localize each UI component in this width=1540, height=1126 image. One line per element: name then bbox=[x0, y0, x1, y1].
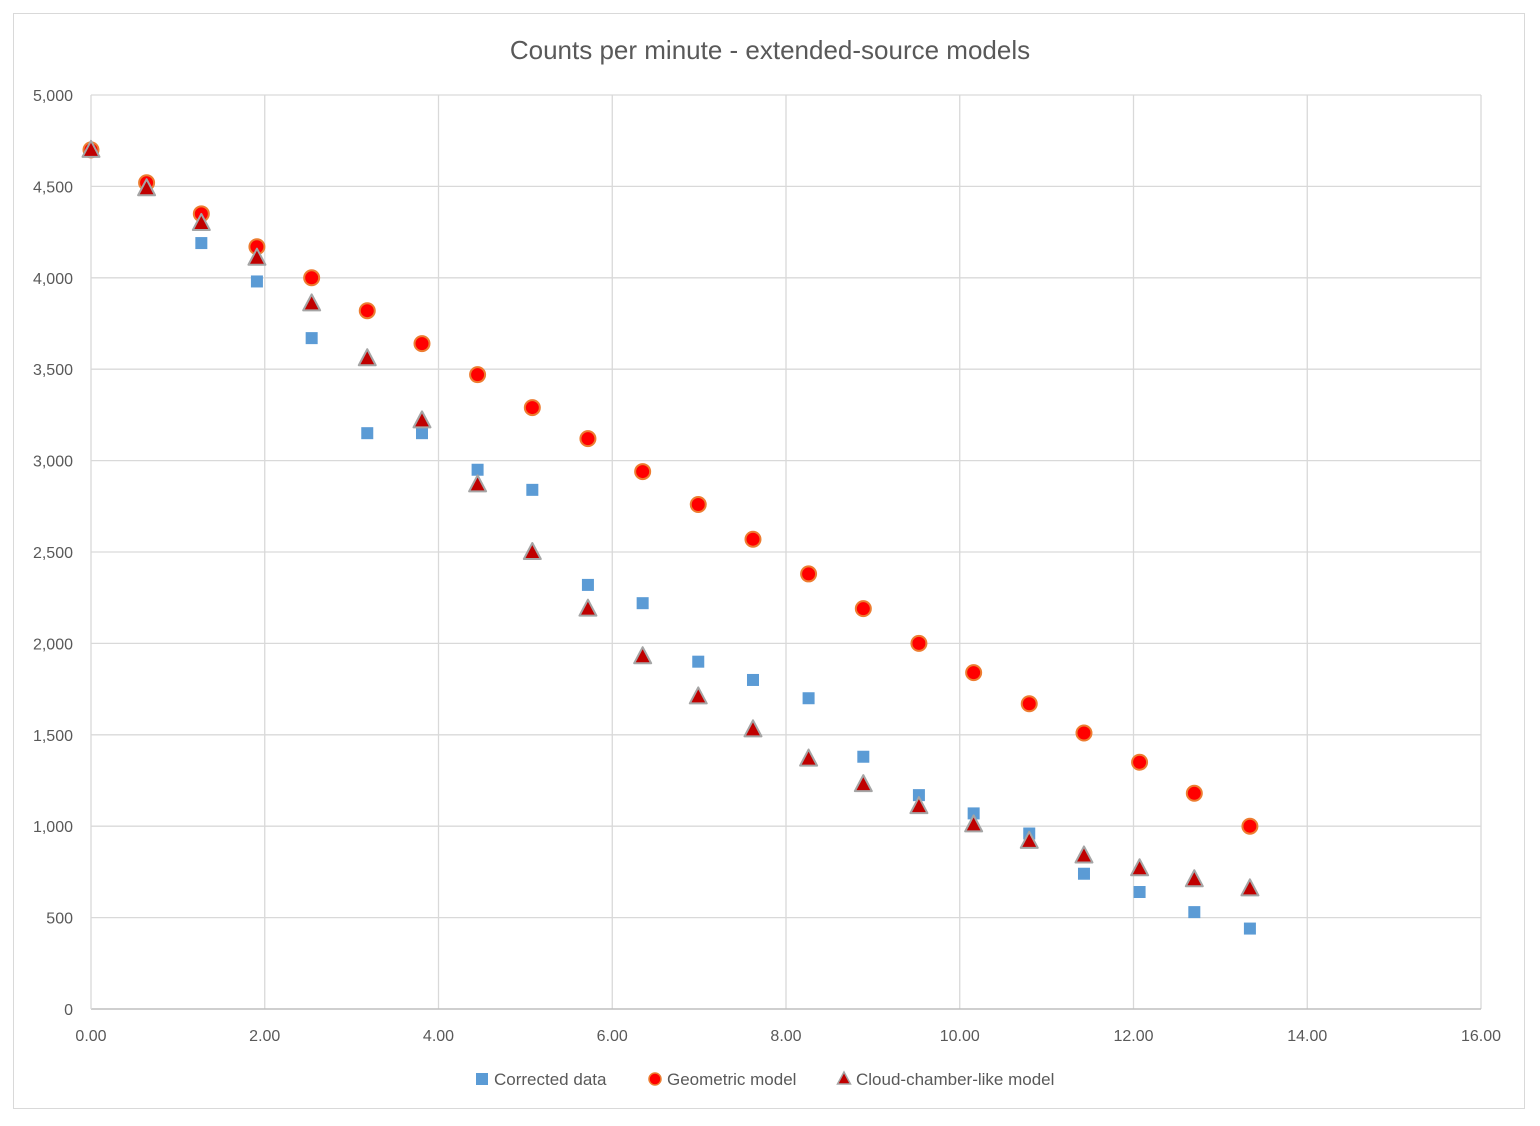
cloud-chamber-model-point bbox=[191, 212, 211, 231]
corrected-data-point bbox=[1133, 886, 1146, 899]
y-tick-label: 4,000 bbox=[33, 271, 73, 288]
geometric-model-point bbox=[689, 495, 707, 513]
geometric-model-point bbox=[523, 399, 541, 417]
cloud-chamber-model-point bbox=[412, 410, 432, 429]
corrected-data-point bbox=[1077, 867, 1090, 880]
legend-label: Cloud-chamber-like model bbox=[856, 1070, 1054, 1089]
corrected-data-point bbox=[1243, 922, 1256, 935]
y-tick-label: 1,000 bbox=[33, 819, 73, 836]
corrected-data-point bbox=[692, 655, 705, 668]
corrected-data-point bbox=[636, 597, 649, 610]
corrected-data-point bbox=[581, 578, 594, 591]
x-tick-label: 12.00 bbox=[1113, 1028, 1153, 1045]
y-tick-label: 0 bbox=[64, 1002, 73, 1019]
x-tick-label: 16.00 bbox=[1461, 1028, 1501, 1045]
legend-triangle-icon bbox=[836, 1070, 852, 1085]
corrected-data-point bbox=[415, 427, 428, 440]
geometric-model-point bbox=[854, 600, 872, 618]
cloud-chamber-model-point bbox=[1184, 869, 1204, 888]
corrected-data-point bbox=[857, 750, 870, 763]
y-tick-label: 3,000 bbox=[33, 454, 73, 471]
corrected-data-point bbox=[195, 237, 208, 250]
cloud-chamber-model-point bbox=[137, 178, 157, 197]
legend-item: Corrected data bbox=[476, 1070, 607, 1089]
legend-item: Cloud-chamber-like model bbox=[836, 1070, 1054, 1089]
x-tick-label: 2.00 bbox=[249, 1028, 280, 1045]
corrected-data-point bbox=[1188, 906, 1201, 919]
cloud-chamber-model-point bbox=[688, 686, 708, 705]
cloud-chamber-model-point bbox=[302, 293, 322, 312]
y-tick-label: 1,500 bbox=[33, 728, 73, 745]
x-tick-label: 0.00 bbox=[75, 1028, 106, 1045]
cloud-chamber-model-point bbox=[1130, 858, 1150, 877]
legend-item: Geometric model bbox=[648, 1070, 796, 1089]
y-tick-label: 2,500 bbox=[33, 545, 73, 562]
x-tick-label: 4.00 bbox=[423, 1028, 454, 1045]
corrected-data-point bbox=[305, 332, 318, 345]
cloud-chamber-model-point bbox=[743, 719, 763, 738]
y-tick-label: 3,500 bbox=[33, 362, 73, 379]
geometric-model-point bbox=[358, 302, 376, 320]
cloud-chamber-model-point bbox=[247, 247, 267, 266]
y-tick-label: 500 bbox=[46, 911, 73, 928]
geometric-model-point bbox=[965, 664, 983, 682]
corrected-data-point bbox=[361, 427, 374, 440]
geometric-model-point bbox=[1185, 784, 1203, 802]
series-triangle bbox=[81, 139, 1260, 897]
y-tick-label: 2,000 bbox=[33, 636, 73, 653]
x-tick-label: 14.00 bbox=[1287, 1028, 1327, 1045]
y-tick-label: 5,000 bbox=[33, 88, 73, 105]
geometric-model-point bbox=[1075, 724, 1093, 742]
x-tick-label: 6.00 bbox=[597, 1028, 628, 1045]
corrected-data-point bbox=[250, 275, 263, 288]
cloud-chamber-model-point bbox=[522, 542, 542, 560]
geometric-model-point bbox=[303, 269, 321, 287]
corrected-data-point bbox=[471, 463, 484, 476]
cloud-chamber-model-point bbox=[909, 796, 929, 815]
geometric-model-point bbox=[910, 634, 928, 652]
geometric-model-point bbox=[469, 366, 487, 384]
corrected-data-point bbox=[967, 807, 980, 820]
legend-label: Geometric model bbox=[667, 1070, 796, 1089]
series-circle bbox=[82, 141, 1259, 835]
cloud-chamber-model-point bbox=[468, 474, 488, 493]
corrected-data-point bbox=[912, 789, 925, 802]
geometric-model-point bbox=[634, 463, 652, 481]
chart-title: Counts per minute - extended-source mode… bbox=[510, 35, 1030, 65]
x-tick-label: 10.00 bbox=[940, 1028, 980, 1045]
geometric-model-point bbox=[1241, 817, 1259, 835]
corrected-data-point bbox=[526, 483, 539, 496]
cloud-chamber-model-point bbox=[1240, 878, 1260, 897]
x-tick-label: 8.00 bbox=[770, 1028, 801, 1045]
series-layer bbox=[81, 139, 1260, 935]
cloud-chamber-model-point bbox=[81, 139, 101, 158]
legend: Corrected data Geometric model Cloud-chamb… bbox=[476, 1070, 1054, 1089]
axes: 0 500 1,000 1,500 2,000 2,500 3,000 3,500 4,000 4… bbox=[33, 88, 1501, 1045]
corrected-data-point bbox=[746, 673, 759, 686]
legend-label: Corrected data bbox=[494, 1070, 607, 1089]
cloud-chamber-model-point bbox=[357, 348, 377, 367]
geometric-model-point bbox=[800, 565, 818, 583]
grid bbox=[91, 94, 1482, 1009]
geometric-model-point bbox=[413, 335, 431, 353]
geometric-model-point bbox=[744, 530, 762, 548]
cloud-chamber-model-point bbox=[1019, 830, 1039, 849]
cloud-chamber-model-point bbox=[964, 814, 984, 833]
cloud-chamber-model-point bbox=[1074, 845, 1094, 864]
corrected-data-point bbox=[802, 692, 815, 705]
y-tick-label: 4,500 bbox=[33, 179, 73, 196]
legend-square-icon bbox=[476, 1073, 488, 1085]
geometric-model-point bbox=[1131, 753, 1149, 771]
legend-circle-icon bbox=[648, 1072, 662, 1086]
geometric-model-point bbox=[579, 430, 597, 448]
geometric-model-point bbox=[1020, 695, 1038, 713]
cloud-chamber-model-point bbox=[633, 646, 653, 665]
cloud-chamber-model-point bbox=[853, 774, 873, 793]
cloud-chamber-model-point bbox=[578, 598, 598, 617]
cloud-chamber-model-point bbox=[799, 748, 819, 767]
